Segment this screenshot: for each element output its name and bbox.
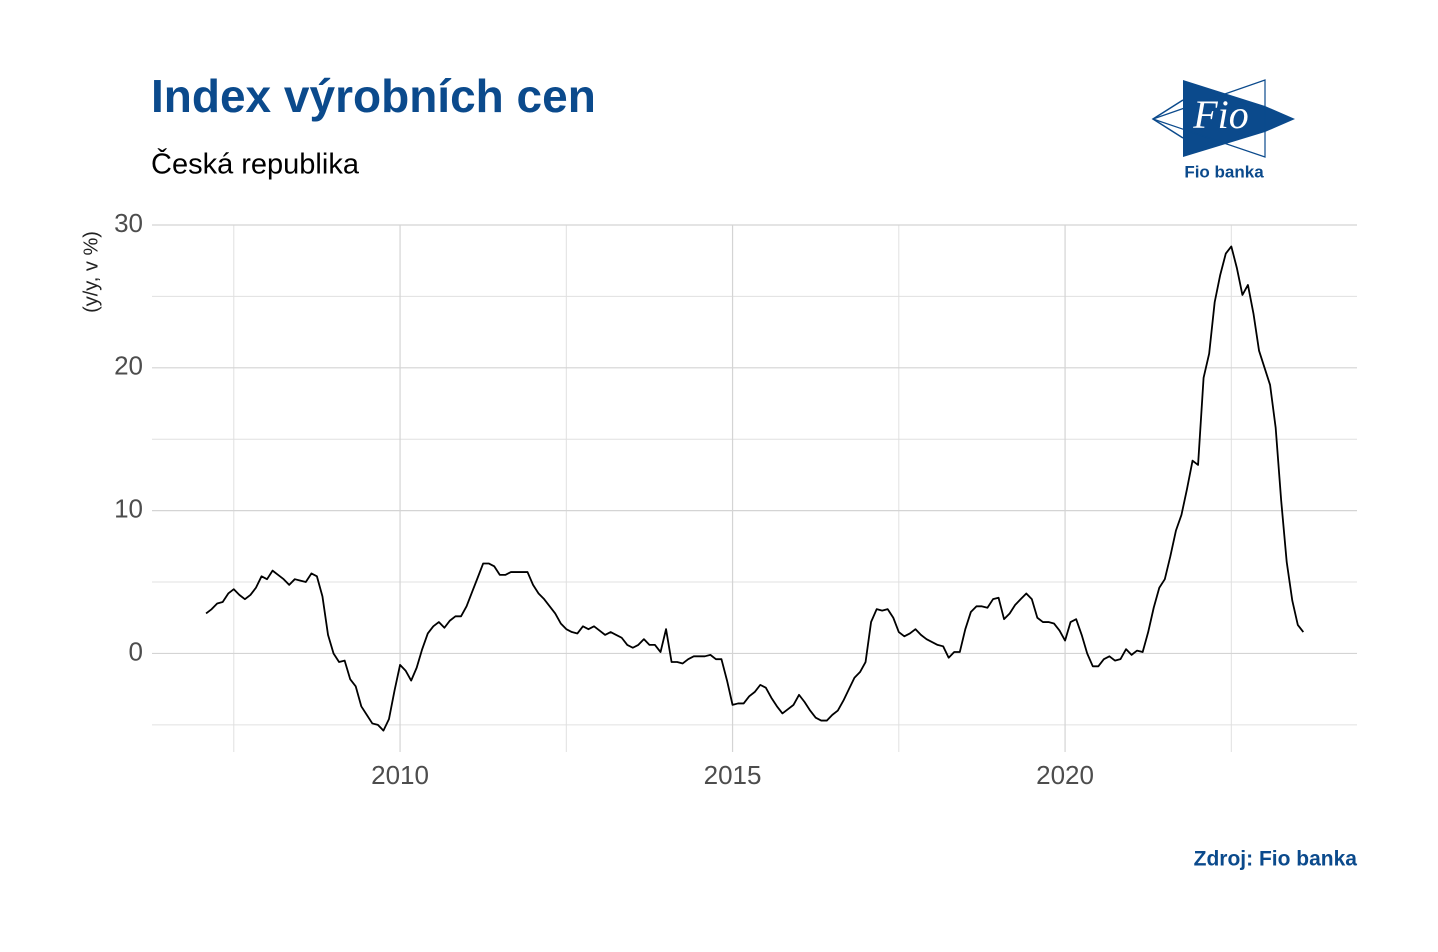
logo-outline — [1151, 99, 1184, 139]
chart-subtitle: Česká republika — [151, 147, 360, 181]
data-line — [205, 245, 1305, 732]
x-tick-label: 2010 — [371, 760, 429, 790]
x-tick-label: 2020 — [1036, 760, 1094, 790]
source-note: Zdroj: Fio banka — [1194, 848, 1358, 871]
x-tick-label: 2015 — [704, 760, 762, 790]
y-tick-label: 10 — [114, 494, 143, 524]
logo-mark: Fio — [1192, 92, 1249, 137]
y-tick-label: 0 — [129, 636, 143, 666]
logo-outline — [1152, 79, 1266, 158]
chart-title: Index výrobních cen — [151, 70, 596, 122]
y-axis-label: (y/y, v %) — [80, 231, 102, 313]
y-tick-label: 30 — [114, 208, 143, 238]
logo: Fio Fio banka — [1151, 79, 1295, 181]
logo-name: Fio banka — [1184, 162, 1264, 181]
y-tick-label: 20 — [114, 351, 143, 381]
